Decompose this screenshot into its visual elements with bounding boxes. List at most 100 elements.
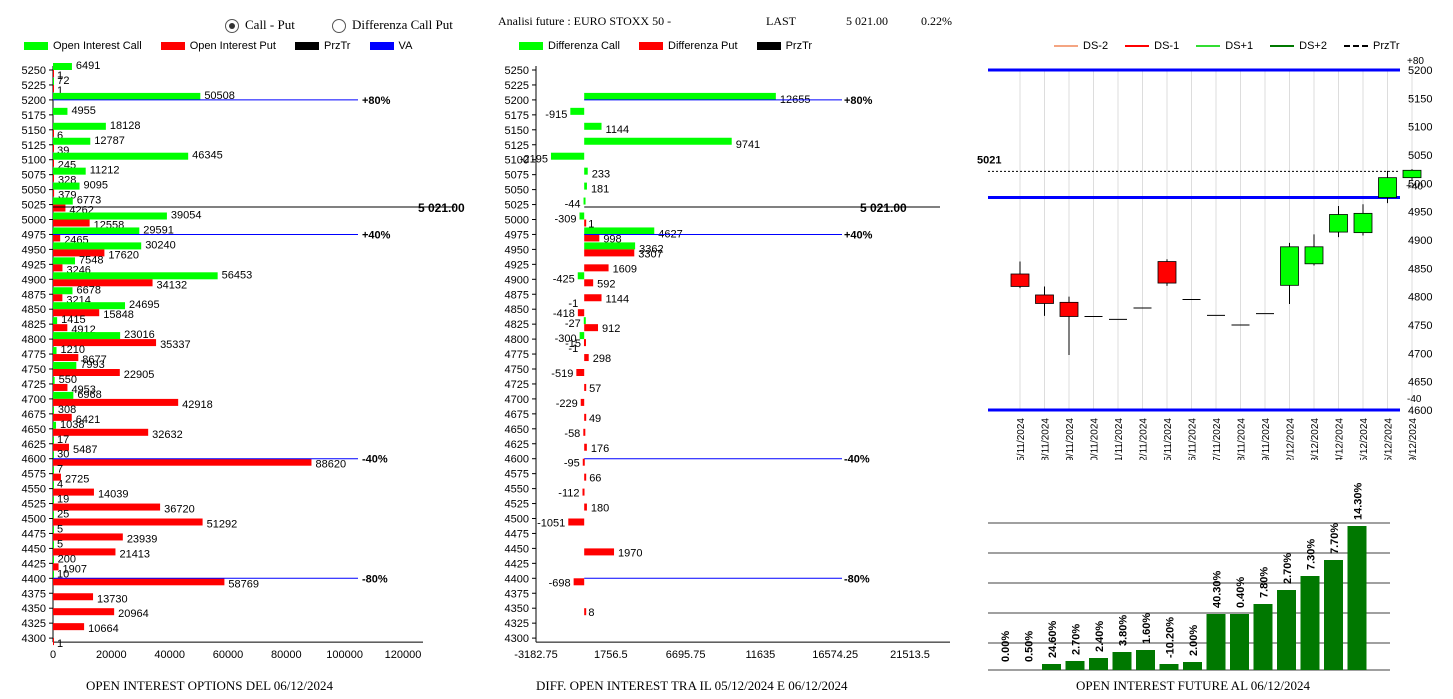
bar-diff-put [580,398,585,406]
bar-diff-put [584,473,587,481]
bar-call-label: 308 [58,404,76,416]
future-oi-label: 0.50% [1024,631,1036,662]
future-oi-bar [1253,604,1273,670]
lower-line-label: -40 [1407,394,1422,405]
x-tick-label: 20000 [96,649,127,660]
bar-call [53,63,72,70]
y-tick-label: 4325 [505,618,529,630]
y-tick-label: 4525 [505,499,529,511]
bar-call [53,227,140,235]
y-tick-label: 4625 [22,439,46,451]
bar-put-label: 21413 [119,548,150,560]
y-tick-label: 4450 [505,543,529,555]
y-tick-label: 4900 [505,274,529,286]
legend-middle: Differenza Call Differenza Put PrzTr [519,40,812,52]
x-tick-label: 1756.5 [594,649,628,660]
chart-future-candles: 4600 4650 4700 4750 4800 4850 4900 4950 5000 5050… [977,56,1432,460]
bar-call-label: 6491 [76,60,100,72]
bar-diff-put-label: 180 [591,503,609,515]
y-tick-label: 4650 [505,424,529,436]
y-tick-label: 5100 [505,155,529,167]
bar-call [53,376,55,384]
bar-diff-call-label: -2195 [520,154,548,166]
y-tick-label: 4950 [22,244,46,256]
bar-call-label: 11212 [90,165,120,177]
bar-diff-put-label: -15 [565,338,581,350]
bar-diff-put-label: -95 [564,458,580,470]
bar-diff-put-label: 298 [593,353,611,365]
y-tick-label: 4575 [505,469,529,481]
x-tick-label: 16574.25 [812,649,858,660]
bar-call [53,77,54,85]
y-tick-label: 4550 [505,484,529,496]
radio-differenza[interactable]: Differenza Call Put [332,17,453,34]
bar-diff-put [576,369,585,376]
y-tick-label: 4300 [22,633,46,645]
y-tick-label: 4800 [505,334,529,346]
x-tick-label: 60000 [213,649,244,660]
future-oi-label: 1.60% [1141,613,1153,644]
y-tick-label: 4475 [505,528,529,540]
bar-diff-put [583,339,586,347]
bar-put [53,234,61,242]
bar-put-label: 42918 [182,399,213,411]
bar-put [53,458,312,466]
bar-diff-put [573,578,585,586]
y-tick-label: 5200 [1408,65,1432,77]
bar-diff-put [582,488,585,496]
y-tick-label: 5250 [22,65,46,77]
future-oi-label: 24.60% [1047,620,1059,658]
x-tick-label: 05/12/2024 [1359,418,1370,460]
y-tick-label: 4500 [505,514,529,526]
bar-put-label: 13730 [97,593,128,605]
x-tick-label: 0 [50,649,56,660]
bar-call-label: 7548 [79,254,103,266]
change-value: 0.22% [921,14,952,28]
future-oi-bar [1324,560,1343,670]
future-oi-bar [1136,650,1155,670]
y-tick-label: 4875 [505,289,529,301]
y-tick-label: 4800 [1408,292,1432,304]
bar-call [53,466,54,474]
chart-diff-open-interest: -3182.75 1756.5 6695.75 11635 16574.25 21513.… [505,65,950,660]
x-tick-label: 28/11/2024 [1237,418,1248,460]
bar-diff-put [584,324,599,332]
bar-put-label: 6421 [76,414,100,426]
bar-put-label: 2725 [65,474,89,486]
bar-put [53,309,100,317]
future-oi-label: -10.20% [1165,617,1177,658]
y-tick-label: 4850 [1408,263,1432,275]
y-tick-label: 5000 [505,215,529,227]
bar-call [53,556,54,564]
bar-put [53,264,63,272]
x-tick-label: 6/12/2024 [1384,418,1395,460]
bar-put [53,623,85,631]
y-tick-label: 4775 [22,349,46,361]
bar-diff-put-label: -698 [549,577,571,589]
x-tick-label: 09/12/2024 [1408,418,1419,460]
legend-right: DS-2 DS-1 DS+1 DS+2 PrzTr [1054,40,1400,52]
y-tick-label: 4975 [22,229,46,241]
bar-call [53,302,126,310]
bar-diff-call-label: -300 [555,333,577,345]
bar-call [53,526,54,534]
y-tick-label: 5050 [22,185,46,197]
radio-call-put-label: Call - Put [245,17,295,32]
bar-put [53,84,54,92]
y-tick-label: 4425 [505,558,529,570]
bar-diff-call [577,272,585,280]
y-tick-label: 4625 [505,439,529,451]
bar-put [53,354,79,362]
candle-body [1035,294,1054,304]
radio-call-put[interactable]: Call - Put [225,17,295,34]
bar-diff-put-label: 1609 [613,263,637,275]
future-oi-label: 0.00% [1000,631,1012,662]
radio-selected-icon [225,19,239,34]
bar-put [53,70,54,77]
y-tick-label: 4925 [22,259,46,271]
bar-put [53,144,54,152]
y-tick-label: 4400 [505,573,529,585]
y-tick-label: 5000 [22,215,46,227]
bar-diff-call-label: 1144 [606,124,630,136]
